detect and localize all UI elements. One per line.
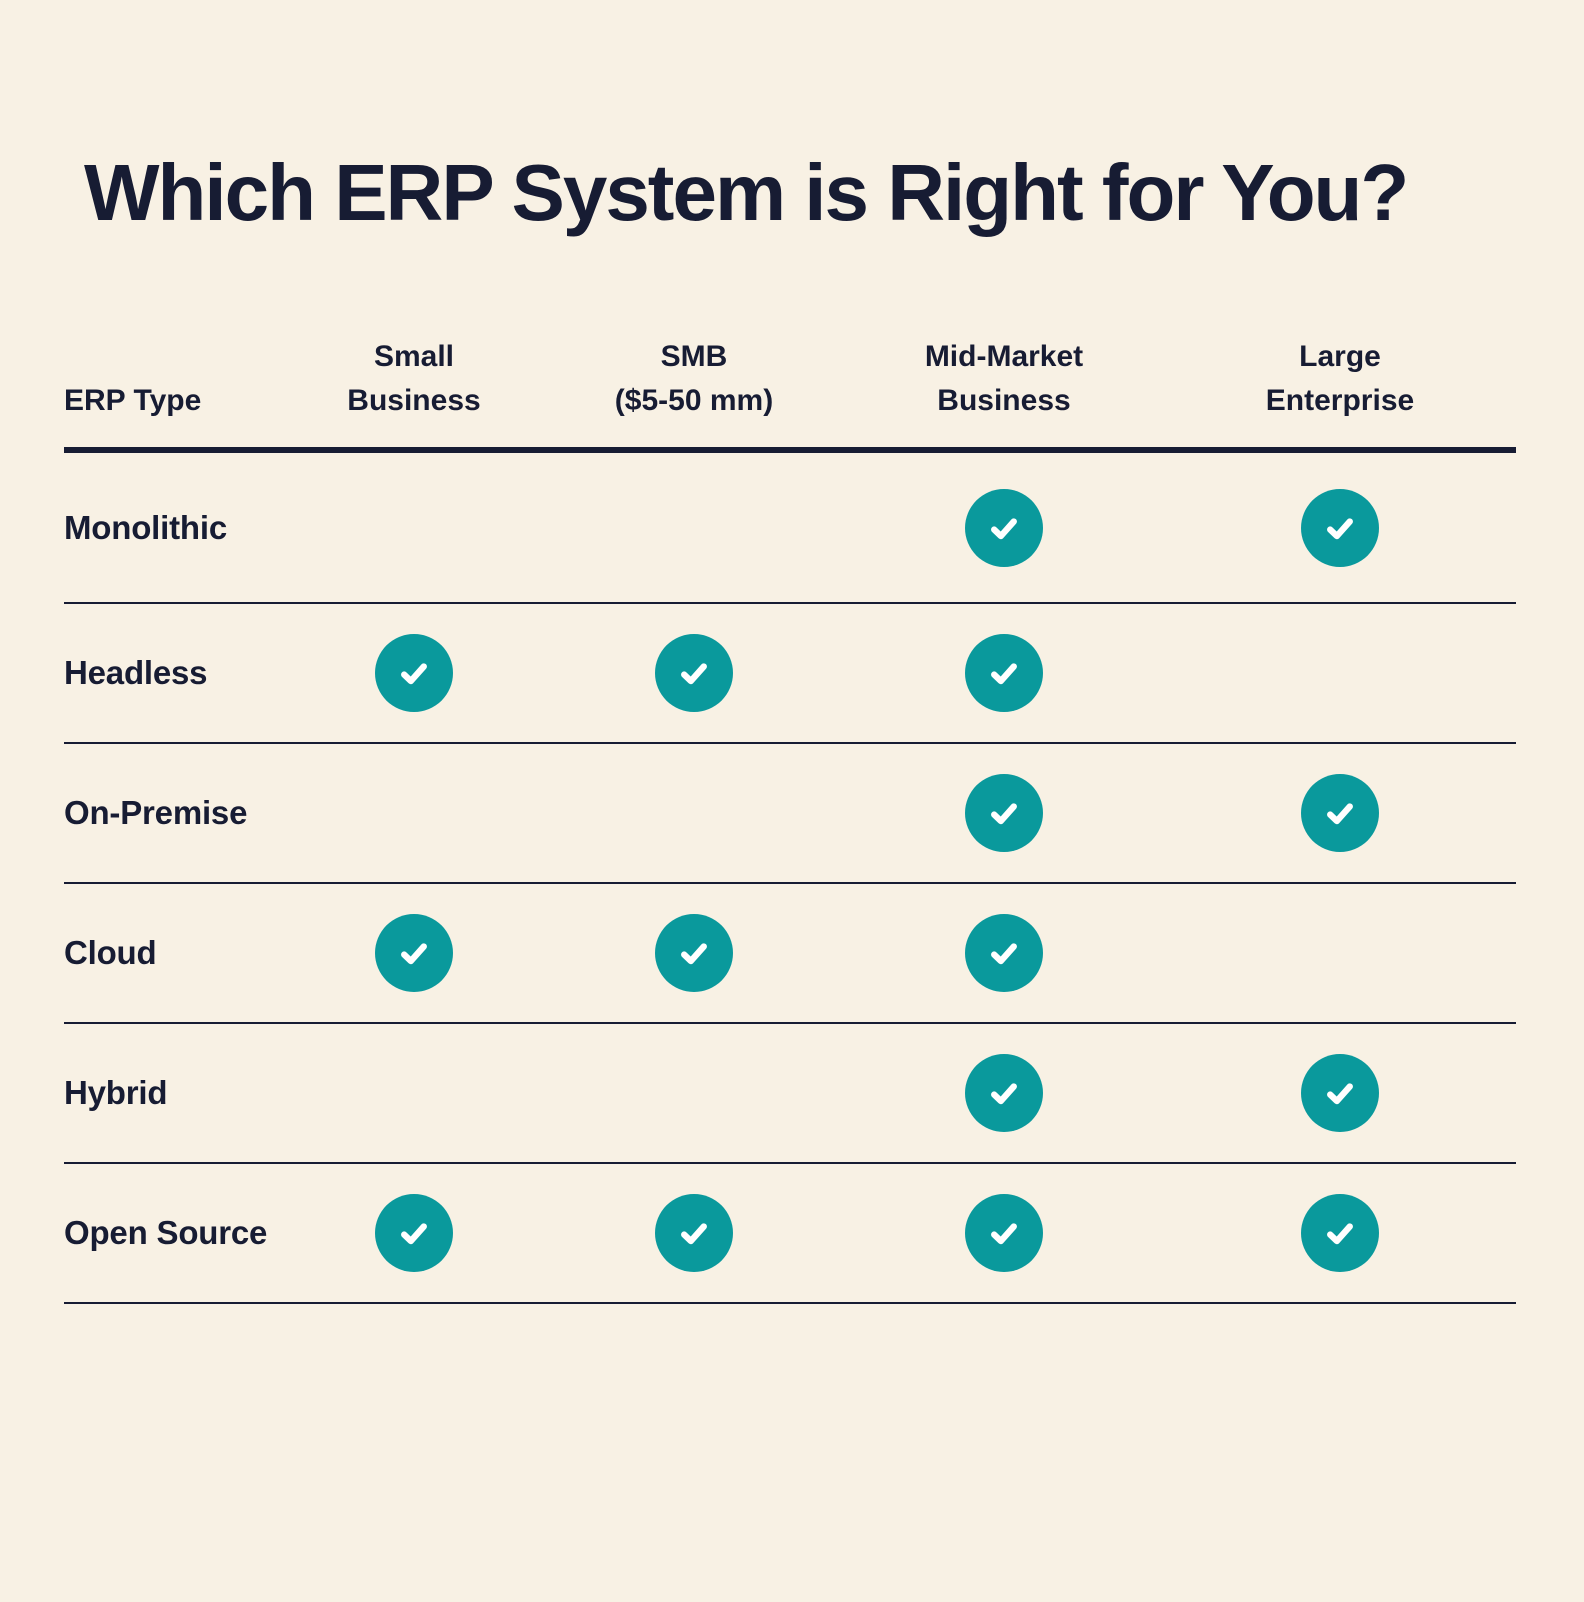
checkmark-icon (991, 803, 1017, 825)
table-row-monolithic: Monolithic (64, 453, 1516, 605)
table-cell (544, 884, 844, 1022)
checkmark-icon (401, 1223, 427, 1245)
checkmark-icon (401, 943, 427, 965)
table-cell (544, 453, 844, 602)
check-circle (375, 914, 453, 993)
check-circle (1301, 774, 1379, 853)
checkmark-icon (1327, 803, 1353, 825)
check-circle (1301, 1054, 1379, 1133)
table-cell (844, 604, 1164, 742)
table-row-on-premise: On-Premise (64, 744, 1516, 885)
table-cell (844, 1164, 1164, 1302)
table-header-row: ERP Type Small Business SMB ($5-50 mm) M… (64, 335, 1516, 454)
table-row-headless: Headless (64, 604, 1516, 745)
header-line: Mid-Market (924, 340, 1084, 374)
checkmark-icon (681, 663, 707, 685)
table-cell (284, 453, 544, 602)
check-circle (655, 634, 733, 713)
table-cell (1164, 604, 1516, 742)
table-cell (844, 1024, 1164, 1162)
check-circle (965, 488, 1043, 567)
table-row-hybrid: Hybrid (64, 1024, 1516, 1165)
infographic-page: { "chart_data": { "type": "table", "titl… (0, 146, 1584, 1602)
table-cell (284, 1164, 544, 1302)
table-row-open-source: Open Source (64, 1164, 1516, 1305)
table-cell (284, 884, 544, 1022)
checkmark-icon (1327, 1223, 1353, 1245)
header-line: Business (347, 384, 481, 418)
check-circle (375, 1194, 453, 1273)
table-row-cloud: Cloud (64, 884, 1516, 1025)
check-circle (655, 914, 733, 993)
table-cell (544, 604, 844, 742)
checkmark-icon (991, 518, 1017, 540)
table-cell (844, 453, 1164, 602)
check-circle (965, 1194, 1043, 1273)
table-cell (284, 1024, 544, 1162)
row-label: Headless (64, 654, 208, 692)
check-circle (1301, 1194, 1379, 1273)
header-line: Enterprise (1265, 384, 1415, 418)
check-circle (965, 774, 1043, 853)
column-header-mid-market: Mid-Market Business (844, 335, 1164, 423)
table-cell (1164, 453, 1516, 602)
check-circle (965, 1054, 1043, 1133)
check-circle (655, 1194, 733, 1273)
checkmark-icon (681, 943, 707, 965)
header-line: Business (937, 384, 1071, 418)
check-circle (965, 634, 1043, 713)
header-line: Large (1299, 340, 1381, 374)
checkmark-icon (1327, 1083, 1353, 1105)
row-label: Cloud (64, 934, 157, 972)
table-cell (1164, 744, 1516, 882)
header-line: SMB (660, 340, 728, 374)
check-circle (1301, 488, 1379, 567)
page-title: Which ERP System is Right for You? (84, 148, 1409, 237)
checkmark-icon (681, 1223, 707, 1245)
row-label: Open Source (64, 1214, 268, 1252)
table-cell (544, 1024, 844, 1162)
checkmark-icon (991, 663, 1017, 685)
table-cell (1164, 884, 1516, 1022)
table-cell (844, 744, 1164, 882)
column-header-smb: SMB ($5-50 mm) (544, 335, 844, 423)
header-line: ERP Type (64, 384, 202, 418)
check-circle (965, 914, 1043, 993)
table-cell (844, 884, 1164, 1022)
check-circle (375, 634, 453, 713)
header-line: Small (373, 340, 455, 374)
header-line: ($5-50 mm) (614, 384, 774, 418)
table-cell (284, 604, 544, 742)
row-label: Monolithic (64, 508, 227, 546)
checkmark-icon (991, 1083, 1017, 1105)
table-cell (544, 1164, 844, 1302)
column-header-large-enterprise: Large Enterprise (1164, 335, 1516, 423)
table-cell (544, 744, 844, 882)
checkmark-icon (1327, 518, 1353, 540)
checkmark-icon (991, 943, 1017, 965)
column-header-erp-type: ERP Type (64, 379, 284, 423)
checkmark-icon (401, 663, 427, 685)
table-cell (284, 744, 544, 882)
table-cell (1164, 1024, 1516, 1162)
table-cell (1164, 1164, 1516, 1302)
row-label: On-Premise (64, 794, 248, 832)
row-label: Hybrid (64, 1074, 168, 1112)
checkmark-icon (991, 1223, 1017, 1245)
comparison-table: ERP Type Small Business SMB ($5-50 mm) M… (64, 335, 1516, 1305)
column-header-small-business: Small Business (284, 335, 544, 423)
